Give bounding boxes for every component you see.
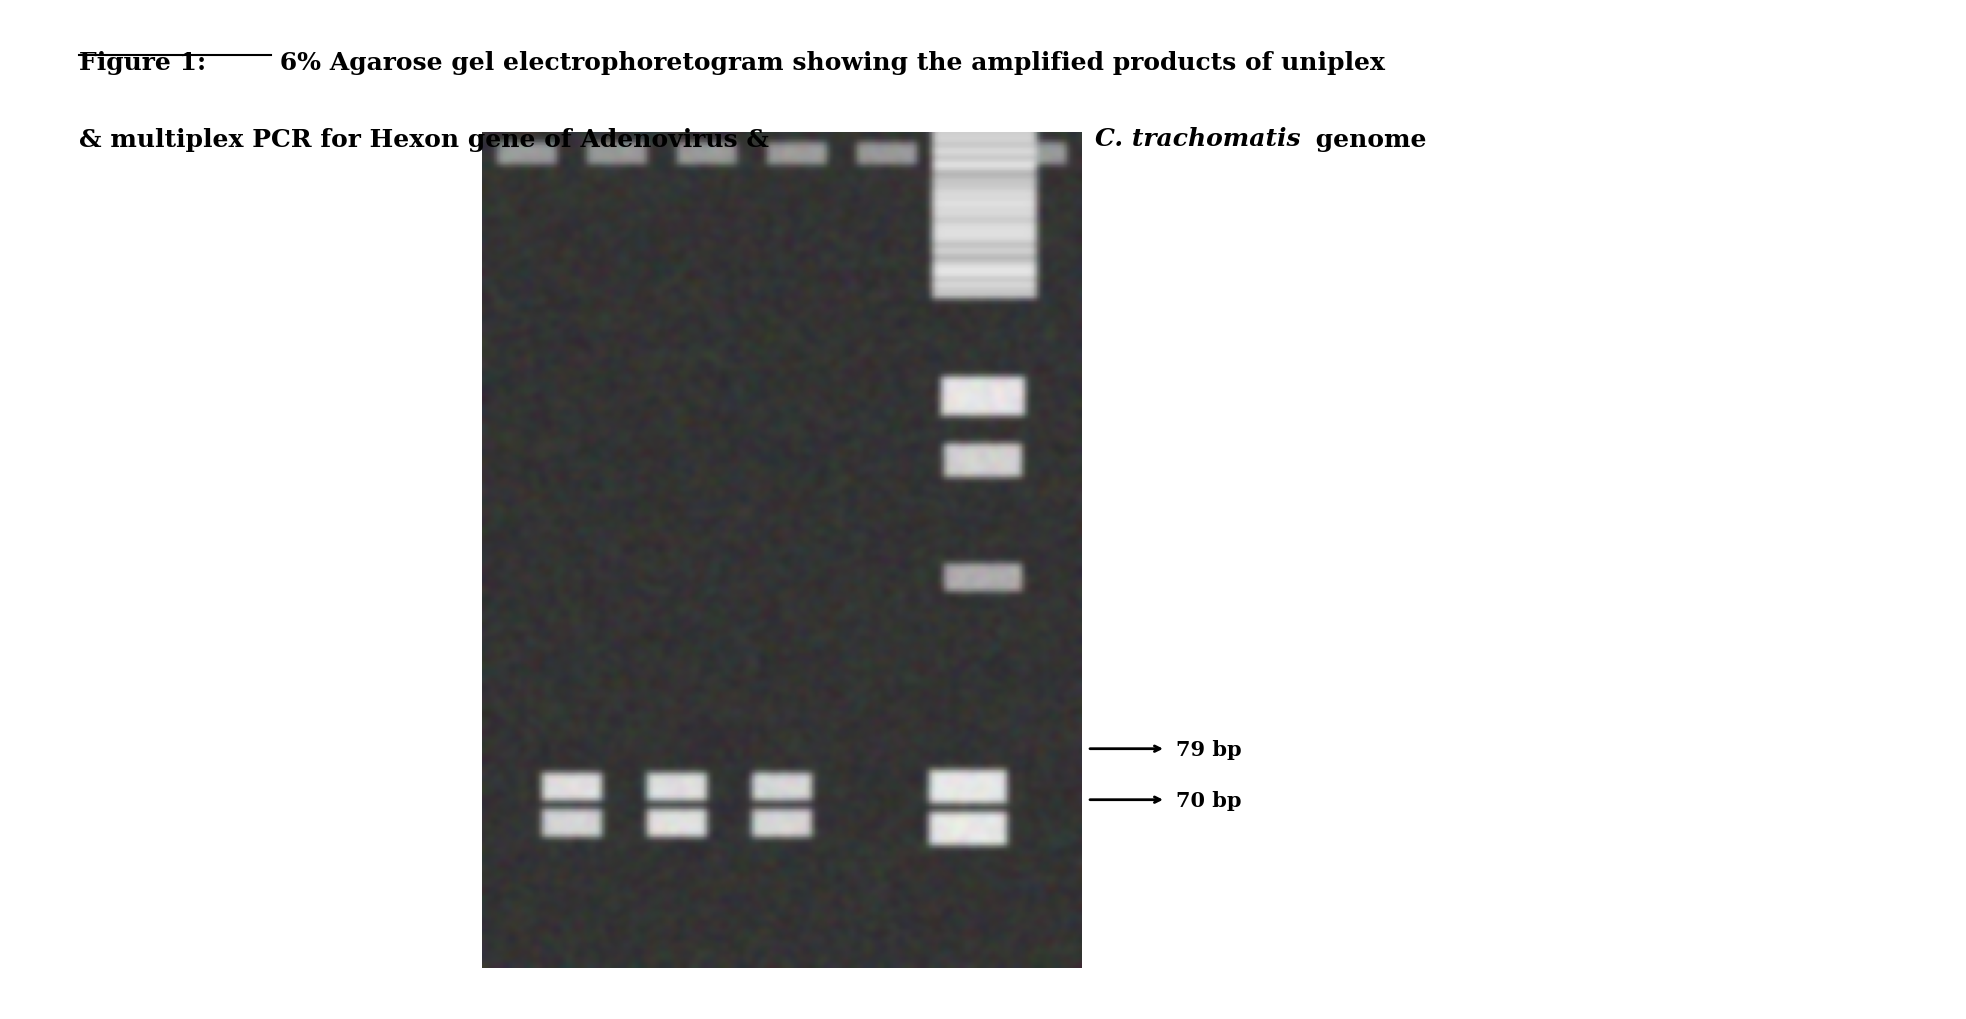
Text: & multiplex PCR for Hexon gene of Adenovirus &: & multiplex PCR for Hexon gene of Adenov… [79,127,777,152]
Text: Figure 1:: Figure 1: [79,51,206,75]
Text: 70 bp: 70 bp [1176,790,1241,810]
Text: 6% Agarose gel electrophoretogram showing the amplified products of uniplex: 6% Agarose gel electrophoretogram showin… [271,51,1386,75]
Text: C. trachomatis: C. trachomatis [1095,127,1301,152]
Text: 79 bp: 79 bp [1176,739,1241,759]
Text: genome: genome [1307,127,1427,152]
